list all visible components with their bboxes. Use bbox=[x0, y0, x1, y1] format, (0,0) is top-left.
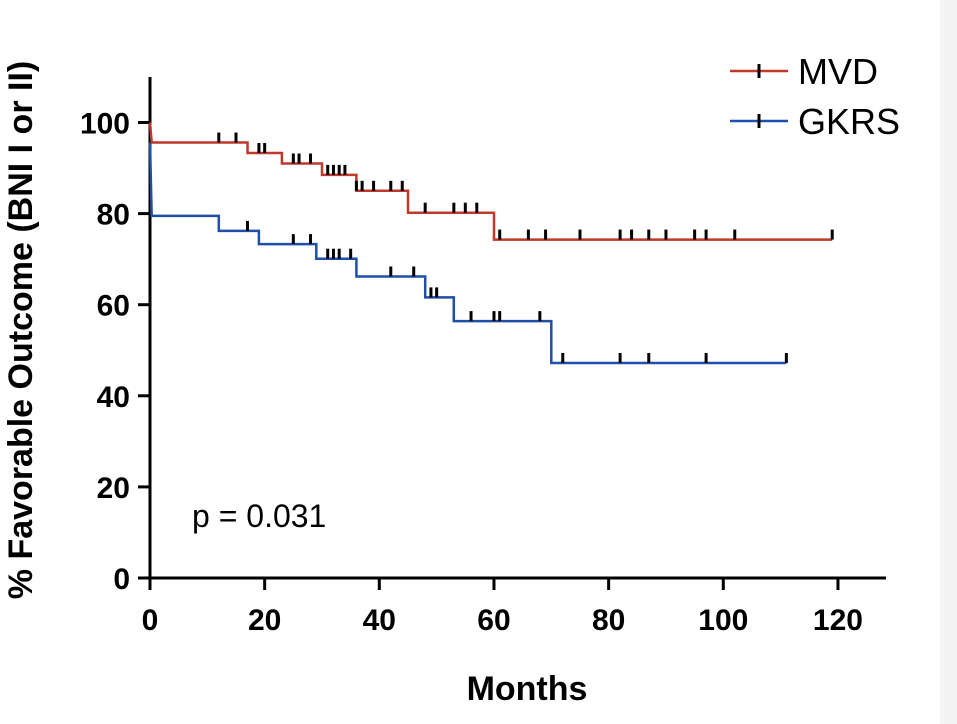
p-value-annotation: p = 0.031 bbox=[192, 498, 326, 534]
legend-label-mvd: MVD bbox=[798, 51, 878, 92]
x-tick-label: 20 bbox=[248, 604, 281, 637]
y-axis-title: % Favorable Outcome (BNI I or II) bbox=[2, 61, 40, 599]
x-axis-title: Months bbox=[467, 670, 588, 708]
series-mvd bbox=[148, 122, 834, 241]
y-tick-label: 100 bbox=[80, 108, 130, 141]
y-tick-label: 80 bbox=[97, 199, 130, 232]
x-tick-label: 40 bbox=[363, 604, 396, 637]
series-line-mvd bbox=[148, 122, 833, 241]
series-gkrs bbox=[148, 142, 788, 365]
x-tick-label: 60 bbox=[477, 604, 510, 637]
y-tick-label: 0 bbox=[113, 563, 130, 596]
legend: MVD GKRS bbox=[730, 51, 900, 142]
x-tick-label: 80 bbox=[592, 604, 625, 637]
legend-label-gkrs: GKRS bbox=[798, 101, 900, 142]
y-tick-label: 40 bbox=[97, 381, 130, 414]
x-tick-label: 120 bbox=[813, 604, 863, 637]
right-margin-strip bbox=[940, 0, 957, 724]
x-tick-label: 0 bbox=[142, 604, 159, 637]
tick-labels: 0 20 40 60 80 100 120 0 20 40 60 80 100 bbox=[80, 108, 863, 638]
y-tick-label: 20 bbox=[97, 472, 130, 505]
series-line-gkrs bbox=[148, 142, 787, 365]
series-layer bbox=[148, 122, 834, 365]
x-tick-label: 100 bbox=[698, 604, 748, 637]
y-tick-label: 60 bbox=[97, 290, 130, 323]
